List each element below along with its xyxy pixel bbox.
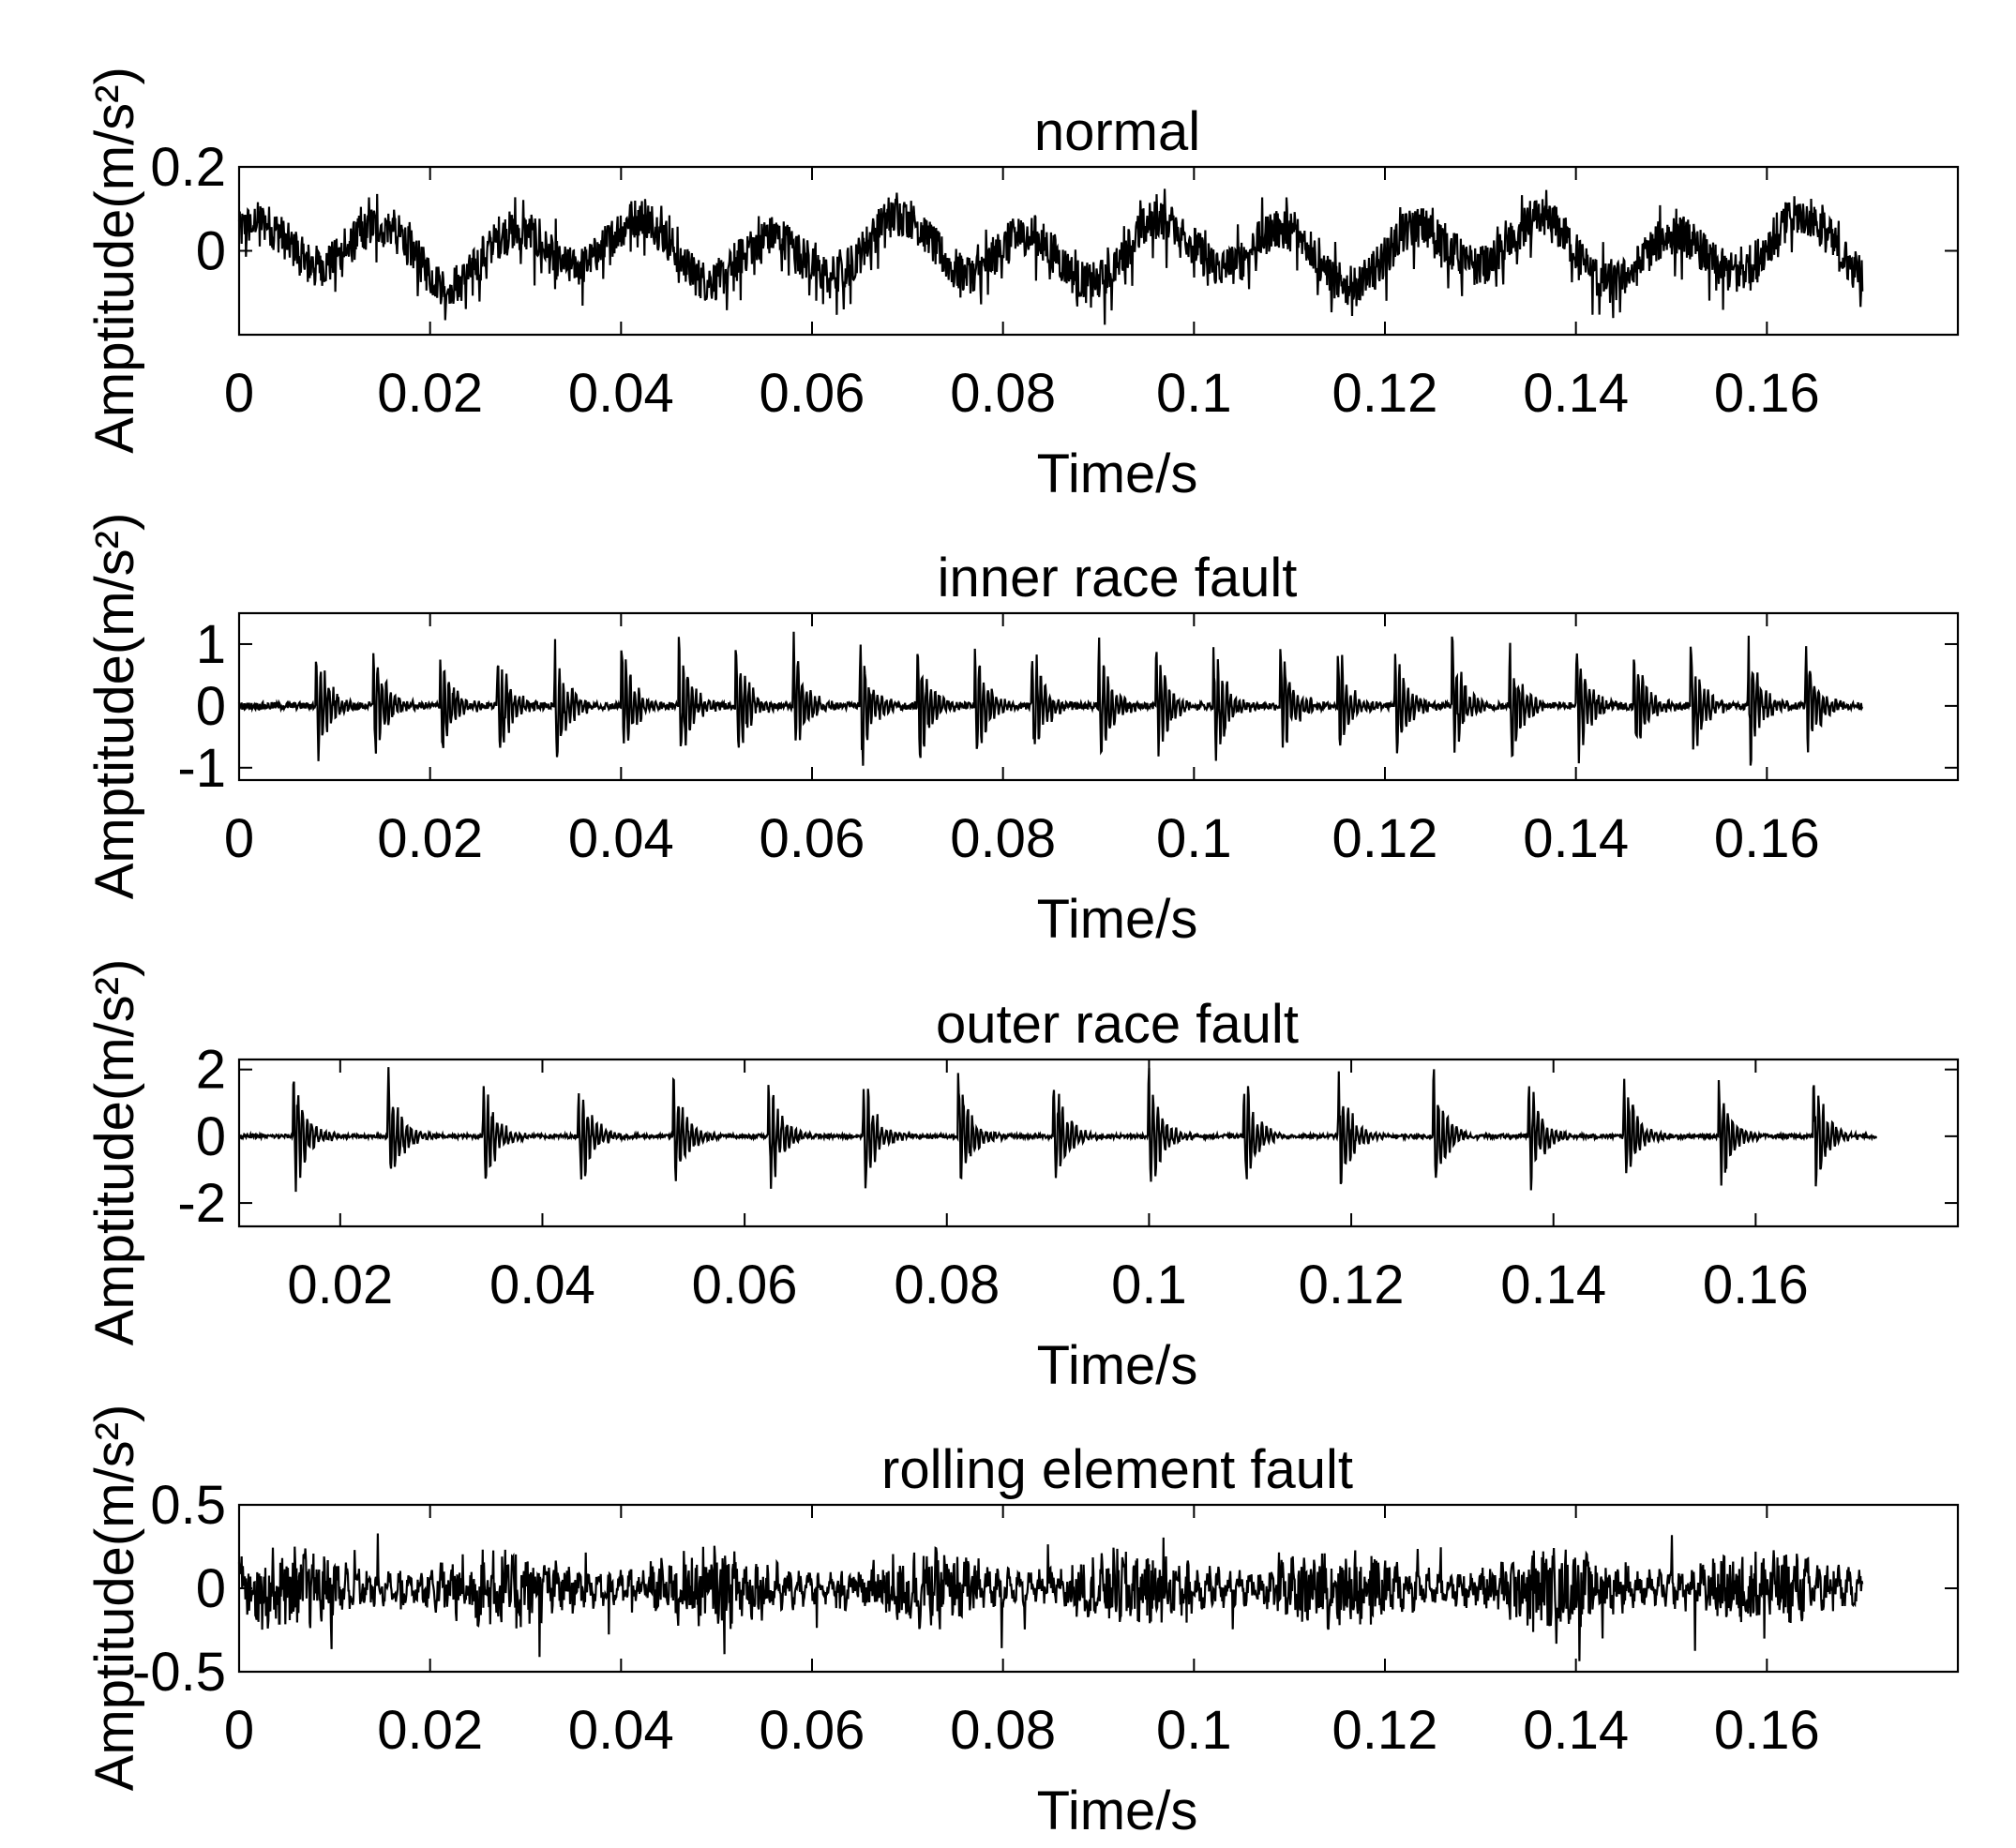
x-tick-label: 0.12 bbox=[1299, 1255, 1405, 1315]
x-tick-label: 0.1 bbox=[1156, 363, 1232, 424]
y-tick-label: -0.5 bbox=[132, 1642, 226, 1703]
subplot-title: rolling element fault bbox=[881, 1439, 1353, 1500]
x-tick-label: 0.04 bbox=[568, 1700, 674, 1761]
signal-series bbox=[237, 188, 1864, 325]
signal-series bbox=[237, 1533, 1864, 1661]
signal-series bbox=[237, 631, 1864, 766]
y-tick-label: 2 bbox=[196, 1040, 226, 1101]
x-tick-label: 0.08 bbox=[950, 808, 1056, 869]
y-tick-label: 1 bbox=[196, 614, 226, 675]
subplot-title: inner race fault bbox=[938, 548, 1298, 608]
y-tick-label: 0 bbox=[196, 1106, 226, 1167]
x-tick-label: 0.04 bbox=[489, 1255, 595, 1315]
x-tick-label: 0.1 bbox=[1156, 1700, 1232, 1761]
x-axis-label: Time/s bbox=[1037, 889, 1198, 950]
y-tick-label: 0 bbox=[196, 676, 226, 737]
x-tick-label: 0.16 bbox=[1703, 1255, 1809, 1315]
y-axis-label: Amptitude(m/s²) bbox=[84, 1405, 145, 1792]
y-tick-label: 0 bbox=[196, 221, 226, 282]
x-tick-label: 0.12 bbox=[1332, 1700, 1438, 1761]
x-tick-label: 0.16 bbox=[1714, 1700, 1820, 1761]
x-tick-label: 0.02 bbox=[377, 1700, 483, 1761]
x-tick-label: 0.12 bbox=[1332, 363, 1438, 424]
x-tick-label: 0.1 bbox=[1156, 808, 1232, 869]
x-axis-label: Time/s bbox=[1037, 1780, 1198, 1841]
x-axis-label: Time/s bbox=[1037, 443, 1198, 504]
x-tick-label: 0.06 bbox=[760, 363, 865, 424]
x-tick-label: 0 bbox=[224, 363, 254, 424]
x-tick-label: 0.14 bbox=[1523, 363, 1629, 424]
x-tick-label: 0.08 bbox=[950, 363, 1056, 424]
subplot-1: 0 0.02 0.04 0.06 0.08 0.1 0.12 0.14 0.16 0.2 0 norm… bbox=[84, 67, 1960, 504]
x-tick-label: 0.12 bbox=[1332, 808, 1438, 869]
subplot-title: outer race fault bbox=[936, 994, 1299, 1055]
y-tick-label: -2 bbox=[177, 1173, 226, 1234]
x-tick-label: 0.16 bbox=[1714, 808, 1820, 869]
x-tick-label: 0 bbox=[224, 808, 254, 869]
signal-series bbox=[237, 1067, 1877, 1193]
x-tick-label: 0.04 bbox=[568, 363, 674, 424]
x-tick-label: 0 bbox=[224, 1700, 254, 1761]
y-tick-label: 0.2 bbox=[150, 137, 226, 198]
subplot-2: 0 0.02 0.04 0.06 0.08 0.1 0.12 0.14 0.1610-1inne… bbox=[84, 513, 1960, 950]
x-tick-label: 0.04 bbox=[568, 808, 674, 869]
y-axis-label: Amptitude(m/s²) bbox=[84, 513, 145, 900]
y-tick-label: -1 bbox=[177, 738, 226, 799]
y-axis-label: Amptitude(m/s²) bbox=[84, 959, 145, 1346]
x-tick-label: 0.08 bbox=[950, 1700, 1056, 1761]
subplot-4: 0 0.02 0.04 0.06 0.08 0.1 0.12 0.14 0.160.50-0.5… bbox=[84, 1405, 1960, 1841]
x-tick-label: 0.02 bbox=[377, 808, 483, 869]
y-tick-label: 0.5 bbox=[150, 1475, 226, 1536]
x-tick-label: 0.14 bbox=[1523, 1700, 1629, 1761]
x-tick-label: 0.08 bbox=[894, 1255, 1000, 1315]
x-tick-label: 0.06 bbox=[692, 1255, 798, 1315]
x-tick-label: 0.14 bbox=[1500, 1255, 1606, 1315]
subplot-3: 0.02 0.04 0.06 0.08 0.1 0.12 0.14 0.16 20-2 outer… bbox=[84, 959, 1960, 1396]
x-tick-label: 0.16 bbox=[1714, 363, 1820, 424]
x-tick-label: 0.06 bbox=[760, 808, 865, 869]
axes-box bbox=[237, 1058, 1960, 1228]
y-tick-label: 0 bbox=[196, 1558, 226, 1619]
x-tick-label: 0.1 bbox=[1111, 1255, 1187, 1315]
subplot-title: normal bbox=[1034, 101, 1200, 162]
x-tick-label: 0.06 bbox=[760, 1700, 865, 1761]
x-tick-label: 0.02 bbox=[377, 363, 483, 424]
x-axis-label: Time/s bbox=[1037, 1335, 1198, 1396]
y-axis-label: Amptitude(m/s²) bbox=[84, 67, 145, 454]
axes-box bbox=[237, 611, 1960, 782]
x-tick-label: 0.14 bbox=[1523, 808, 1629, 869]
x-tick-label: 0.02 bbox=[287, 1255, 393, 1315]
